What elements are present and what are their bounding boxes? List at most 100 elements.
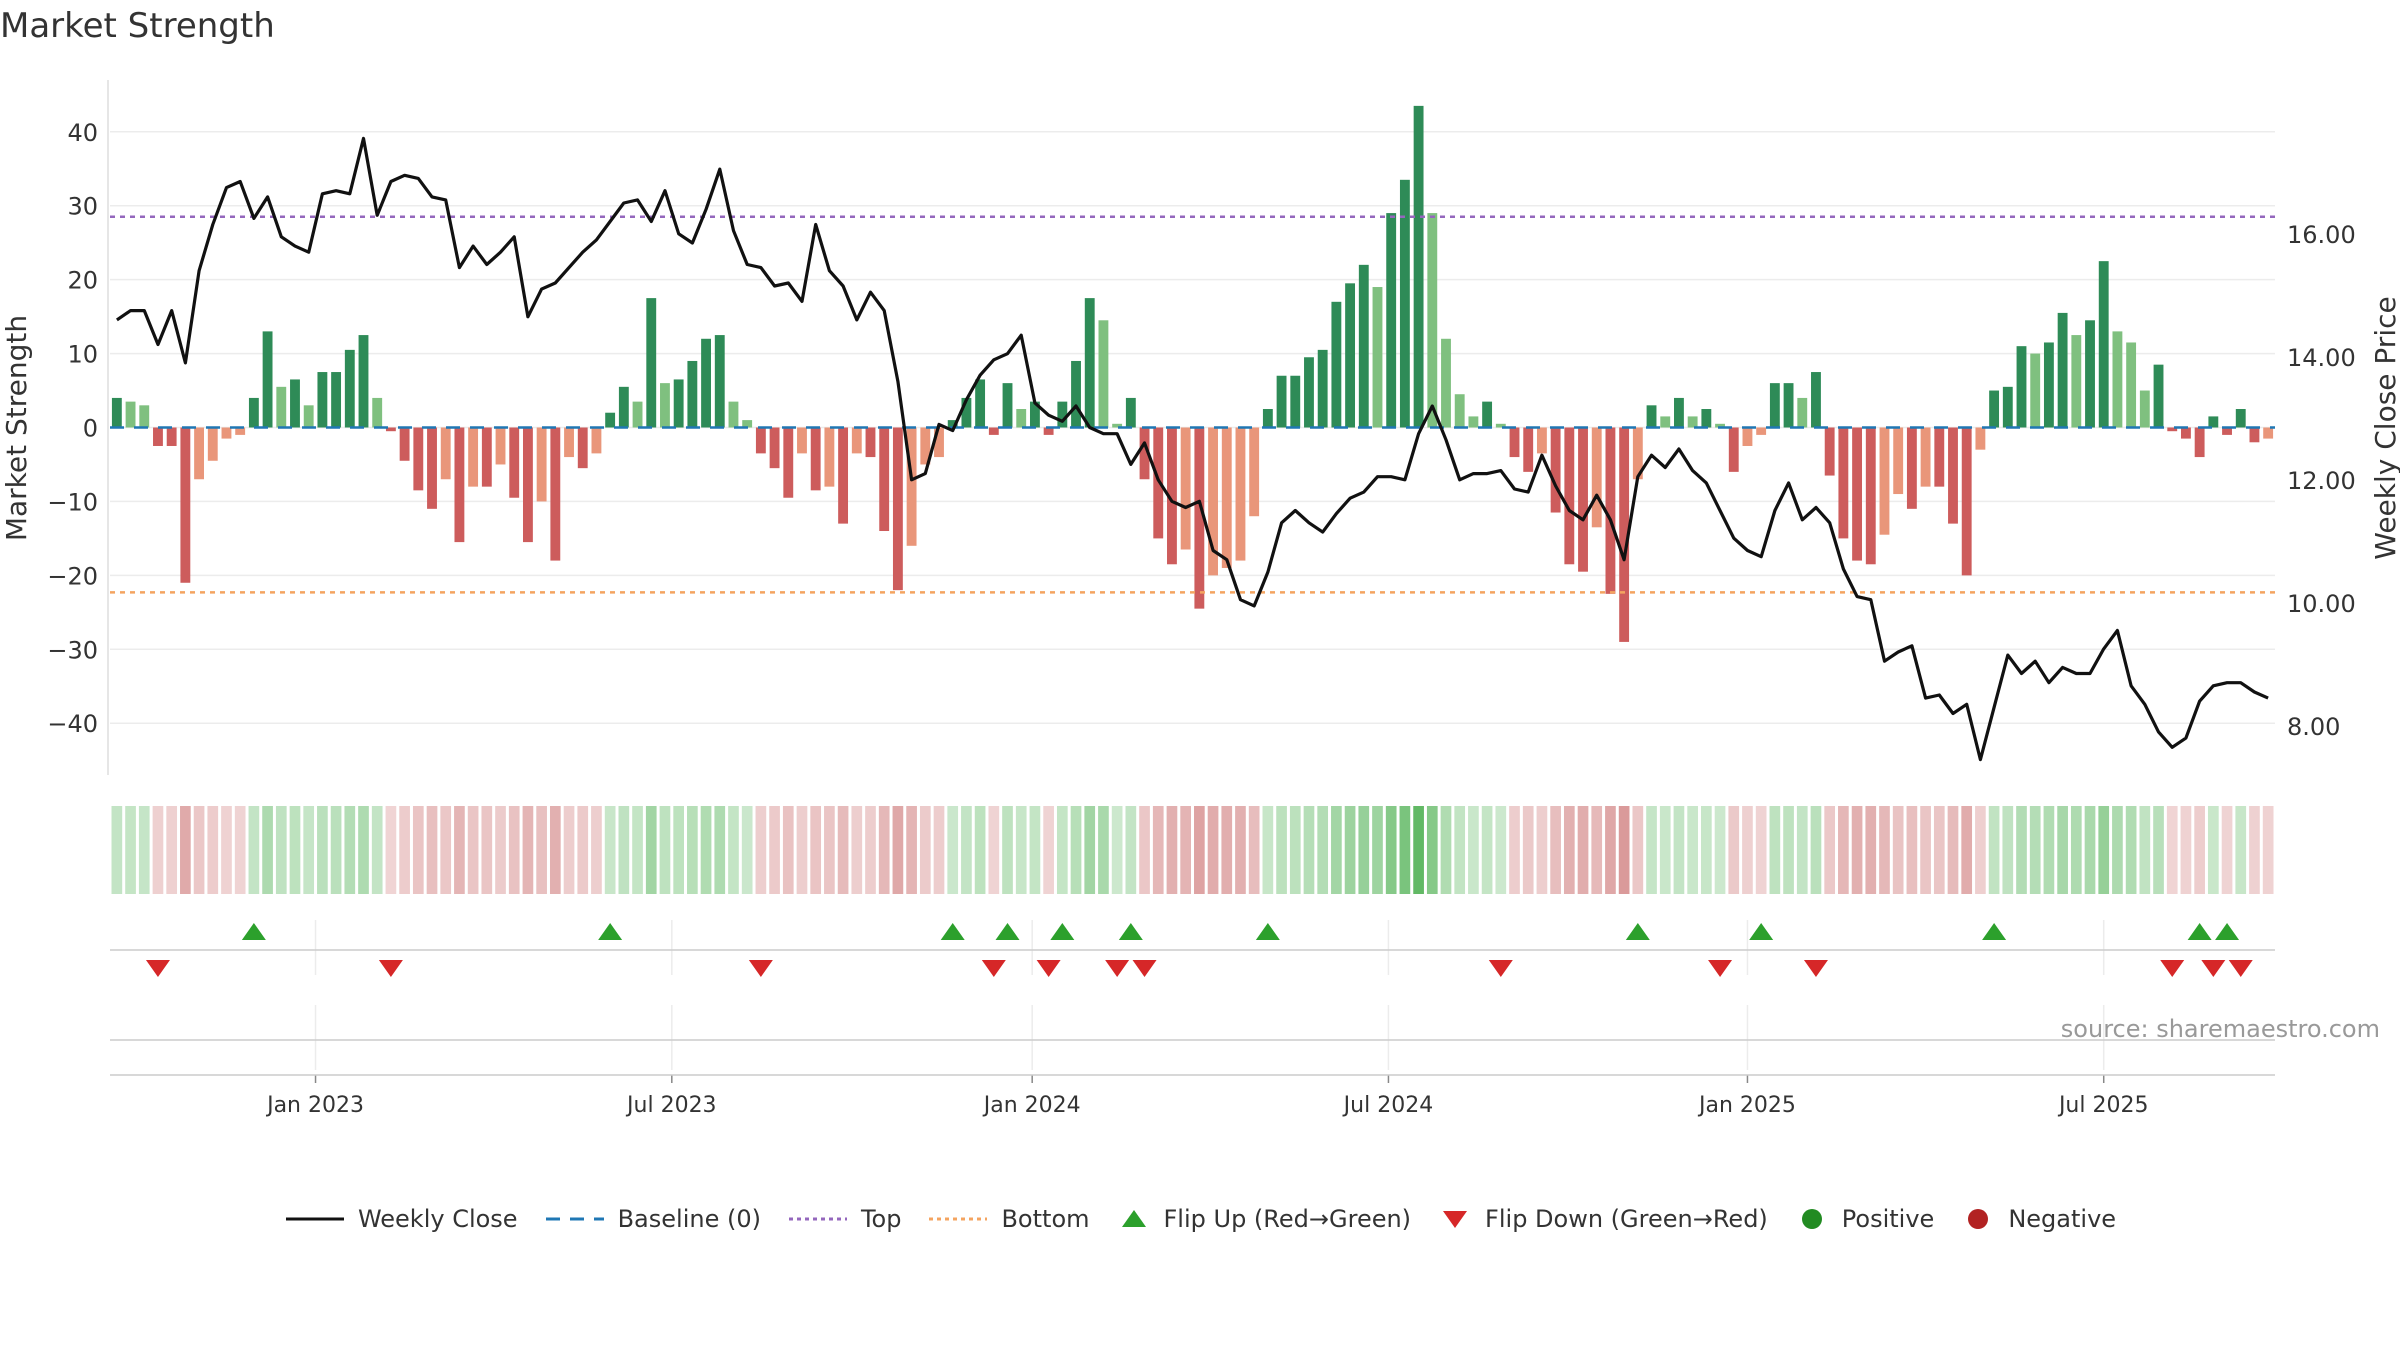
strength-bar	[1331, 301, 1342, 428]
strength-bar	[947, 420, 958, 428]
heat-cell	[440, 806, 452, 894]
reference-lines	[110, 215, 2275, 594]
heat-cell	[769, 806, 780, 894]
x-tick-label: Jul 2024	[1342, 1093, 1434, 1118]
heat-cell	[1084, 806, 1096, 894]
y-left-tick-label: −20	[47, 562, 98, 590]
strength-bar	[934, 427, 944, 458]
strength-bar	[810, 427, 821, 491]
legend-item-weekly-close[interactable]: Weekly Close	[284, 1205, 518, 1233]
strength-bar	[2030, 353, 2041, 428]
strength-bar	[509, 427, 520, 498]
strength-bar	[2222, 427, 2232, 435]
heat-cell	[1043, 806, 1054, 894]
legend-item-positive[interactable]: Positive	[1794, 1205, 1934, 1233]
legend-item-bottom[interactable]: Bottom	[927, 1205, 1090, 1233]
strength-bar	[125, 401, 136, 428]
flip-down-marker	[748, 960, 773, 977]
heat-cell	[782, 806, 794, 894]
heat-cell	[1577, 806, 1589, 894]
strength-bar	[1180, 427, 1191, 550]
strength-bar	[975, 379, 986, 428]
heat-cell	[1563, 806, 1575, 894]
heat-cell	[2235, 806, 2247, 894]
heat-cell	[1276, 806, 1287, 894]
strength-bar	[111, 397, 122, 428]
heat-cell	[2139, 806, 2151, 894]
flip-up-marker	[1982, 923, 2007, 940]
strength-bar	[783, 427, 794, 498]
legend-dotted-line-icon	[788, 1217, 847, 1221]
heat-cell	[412, 806, 424, 894]
strength-bar	[906, 427, 917, 546]
legend-dashed-line-icon	[545, 1217, 604, 1221]
heat-cell	[1522, 806, 1534, 894]
strength-bar	[1125, 397, 1136, 428]
heat-cell	[111, 806, 123, 894]
strength-bar	[2043, 342, 2054, 428]
flip-up-marker	[241, 923, 266, 940]
strength-bar	[1345, 283, 1356, 428]
heat-cell	[1851, 806, 1863, 894]
strength-bar	[1523, 427, 1534, 472]
heat-cell	[2112, 806, 2123, 894]
heat-strip	[111, 806, 2274, 894]
legend: Weekly Close Baseline (0) Top Bottom Fli…	[0, 1205, 2400, 1233]
heat-cell	[152, 806, 164, 894]
strength-bar	[673, 379, 684, 428]
heat-cell	[166, 806, 178, 894]
heat-cell	[1975, 806, 1986, 894]
strength-bar	[207, 427, 218, 461]
legend-item-top[interactable]: Top	[787, 1205, 901, 1233]
heat-cell	[2249, 806, 2260, 894]
strength-bar	[1934, 427, 1945, 487]
flip-down-marker	[2160, 960, 2185, 977]
heat-cell	[1509, 806, 1520, 894]
heat-cell	[180, 806, 191, 894]
strength-bar	[1468, 416, 1479, 428]
strength-bar	[1084, 298, 1095, 428]
strength-bar	[1276, 375, 1287, 428]
strength-bar	[194, 427, 204, 480]
heat-cell	[591, 806, 602, 894]
strength-bar	[660, 383, 670, 428]
strength-bar	[290, 379, 300, 428]
heat-cell	[221, 806, 232, 894]
y-left-tick-label: 10	[67, 341, 98, 369]
heat-cell	[1879, 806, 1890, 894]
strength-bar	[1002, 383, 1013, 428]
heat-cell	[1701, 806, 1712, 894]
heat-cell	[1303, 806, 1315, 894]
strength-bar	[1372, 287, 1383, 428]
strength-bar	[2153, 364, 2164, 428]
strength-bar	[440, 427, 451, 480]
strength-bar	[1262, 409, 1273, 428]
legend-item-baseline[interactable]: Baseline (0)	[544, 1205, 761, 1233]
heat-cell	[659, 806, 671, 894]
y-left-tick-label: 40	[67, 119, 98, 147]
legend-item-flip-up[interactable]: Flip Up (Red→Green)	[1116, 1205, 1411, 1233]
heat-cell	[1838, 806, 1849, 894]
strength-bar	[1016, 409, 1027, 428]
heat-cell	[1618, 806, 1630, 894]
strength-bar	[1043, 427, 1054, 435]
heat-cell	[988, 806, 1000, 894]
flip-up-marker	[1625, 923, 1650, 940]
heat-cell	[289, 806, 301, 894]
strength-bar	[454, 427, 465, 543]
flip-up-marker	[1050, 923, 1075, 940]
strength-bar	[399, 427, 410, 461]
heat-cell	[1125, 806, 1137, 894]
heat-cell	[1248, 806, 1260, 894]
strength-bar	[180, 427, 191, 583]
heat-cell	[714, 806, 726, 894]
heat-cell	[728, 806, 739, 894]
legend-item-negative[interactable]: Negative	[1960, 1205, 2116, 1233]
heat-cell	[933, 806, 945, 894]
heat-cell	[1481, 806, 1493, 894]
legend-item-flip-down[interactable]: Flip Down (Green→Red)	[1437, 1205, 1768, 1233]
heat-cell	[878, 806, 890, 894]
y-left-tick-label: 30	[67, 193, 98, 221]
strength-bar	[1167, 427, 1177, 565]
strength-bar	[1399, 179, 1410, 428]
